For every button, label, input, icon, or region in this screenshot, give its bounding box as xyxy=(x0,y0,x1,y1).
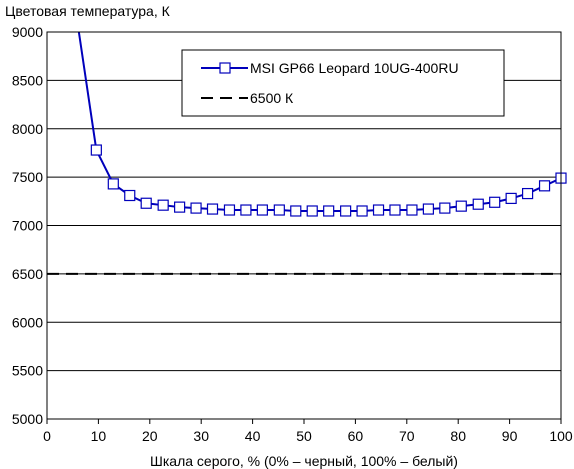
data-point-marker xyxy=(157,199,169,211)
data-point-marker xyxy=(406,204,418,216)
data-point-marker xyxy=(206,203,219,215)
legend-box xyxy=(181,49,505,117)
legend-label-series-2: 6500 К xyxy=(250,90,294,106)
x-tick-label: 60 xyxy=(348,428,364,444)
x-tick-labels: 0 10 20 30 40 50 60 70 80 90 100 xyxy=(43,419,573,444)
data-point-marker xyxy=(124,189,136,202)
x-tick-label: 80 xyxy=(450,428,466,444)
data-point-marker xyxy=(505,192,517,205)
y-tick-labels: 5000 5500 6000 6500 7000 7500 8000 8500 9000 xyxy=(12,24,43,427)
legend-label-series-1: MSI GP66 Leopard 10UG-400RU xyxy=(250,60,459,76)
series-layer xyxy=(47,31,567,275)
data-point-marker xyxy=(521,187,534,200)
x-tick-label: 20 xyxy=(142,428,158,444)
x-axis-title: Шкала серого, % (0% – черный, 100% – бел… xyxy=(150,453,458,469)
data-point-marker xyxy=(140,197,152,209)
y-tick-label: 9000 xyxy=(12,24,43,40)
y-tick-label: 6500 xyxy=(12,266,43,282)
data-point-marker xyxy=(422,203,434,215)
data-point-marker xyxy=(290,205,302,217)
y-tick-label: 5500 xyxy=(12,363,43,379)
legend-marker-series-1 xyxy=(219,62,231,74)
y-tick-label: 7000 xyxy=(12,218,43,234)
data-point-marker xyxy=(223,204,236,216)
x-tick-label: 70 xyxy=(399,428,415,444)
x-tick-label: 10 xyxy=(91,428,107,444)
data-point-marker xyxy=(439,202,451,214)
data-point-marker xyxy=(306,205,318,217)
data-point-marker xyxy=(90,144,102,156)
x-tick-label: 100 xyxy=(549,428,573,444)
y-tick-label: 8500 xyxy=(12,72,43,88)
data-point-marker xyxy=(273,204,285,216)
data-point-marker xyxy=(489,196,501,208)
data-point-marker xyxy=(340,205,352,217)
plot-area-frame xyxy=(46,31,562,420)
y-tick-label: 6000 xyxy=(12,314,43,330)
legend: MSI GP66 Leopard 10UG-400RU 6500 К xyxy=(181,49,505,117)
x-tick-label: 50 xyxy=(296,428,312,444)
data-point-marker xyxy=(174,201,186,213)
data-point-marker xyxy=(323,205,335,217)
data-point-marker xyxy=(240,204,252,216)
y-tick-label: 7500 xyxy=(12,169,43,185)
data-point-marker xyxy=(372,204,385,216)
y-tick-label: 8000 xyxy=(12,121,43,137)
x-tick-label: 90 xyxy=(502,428,518,444)
y-tick-label: 5000 xyxy=(12,411,43,427)
data-point-marker xyxy=(472,198,484,210)
data-point-marker xyxy=(256,204,268,216)
data-point-marker xyxy=(107,178,119,190)
data-point-marker xyxy=(538,180,551,192)
x-tick-label: 30 xyxy=(193,428,209,444)
data-point-marker xyxy=(190,202,202,214)
x-tick-label: 40 xyxy=(245,428,261,444)
x-tick-label: 0 xyxy=(43,428,51,444)
data-point-marker xyxy=(356,205,368,217)
data-point-marker xyxy=(455,200,467,212)
data-point-marker xyxy=(389,204,401,216)
y-axis-title: Цветовая температура, К xyxy=(5,3,171,19)
